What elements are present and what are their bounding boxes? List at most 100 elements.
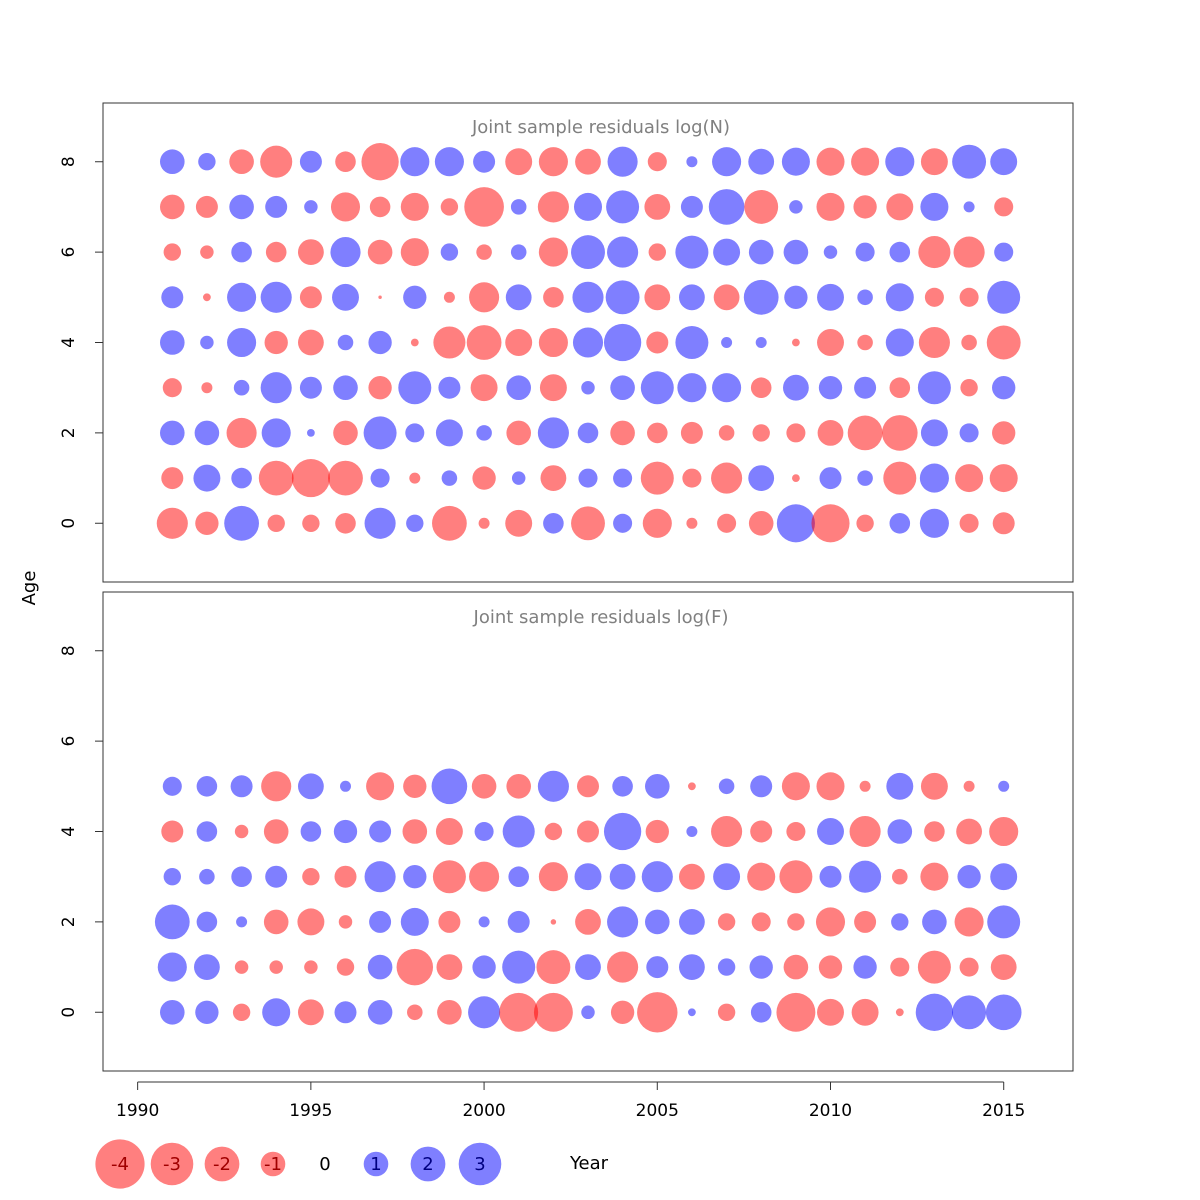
bubble-age8-year2013 xyxy=(920,148,948,176)
bubble-age8-year2010 xyxy=(816,147,845,176)
bubble-age1-year1999 xyxy=(441,470,458,486)
bubble-age2-year1991 xyxy=(160,420,185,446)
bubble-age5-year2004 xyxy=(612,776,633,797)
bubble-age8-year2000 xyxy=(473,150,496,173)
panel-title: Joint sample residuals log(N) xyxy=(471,117,730,138)
bubble-age3-year2004 xyxy=(609,863,636,890)
bubble-age1-year2010 xyxy=(819,467,842,490)
bubble-age3-year1991 xyxy=(163,868,181,886)
bubble-age7-year1992 xyxy=(195,195,218,218)
bubble-age7-year2005 xyxy=(644,194,671,220)
bubble-age2-year2001 xyxy=(507,910,530,933)
bubble-age3-year2000 xyxy=(470,374,498,402)
bubble-age6-year2001 xyxy=(510,244,527,260)
bubble-age4-year1992 xyxy=(200,335,214,350)
bubble-age1-year2004 xyxy=(613,468,633,488)
bubble-age4-year2003 xyxy=(577,820,599,843)
legend-bubble xyxy=(204,1146,240,1182)
bubble-age8-year2008 xyxy=(748,148,775,175)
bubble-age3-year1997 xyxy=(368,376,392,400)
bubble-age4-year2008 xyxy=(750,820,773,843)
bubble-age0-year2004 xyxy=(610,1000,635,1024)
bubble-age3-year2014 xyxy=(960,379,978,397)
bubble-age5-year2006 xyxy=(679,284,705,311)
bubble-age3-year1993 xyxy=(231,866,252,887)
legend: -4 -3 -2 -1 0 1 2 3 xyxy=(95,1139,502,1189)
bubble-age5-year1993 xyxy=(227,282,257,312)
x-tick-label: 2015 xyxy=(982,1101,1025,1121)
bubble-age4-year2006 xyxy=(675,326,709,359)
bubble-age2-year1994 xyxy=(263,909,289,935)
bubble-age3-year1998 xyxy=(403,865,427,889)
bubble-age4-year2010 xyxy=(817,818,844,845)
bubble-age5-year1997 xyxy=(366,772,395,801)
bubble-age8-year1996 xyxy=(335,151,356,172)
legend-label: -1 xyxy=(264,1154,282,1175)
bubble-age1-year2012 xyxy=(883,461,917,495)
bubble-age5-year1991 xyxy=(162,776,182,796)
bubble-age2-year2008 xyxy=(751,912,771,932)
bubble-age3-year2000 xyxy=(469,861,500,892)
bubble-age7-year2013 xyxy=(920,192,949,221)
bubble-age5-year1996 xyxy=(340,780,351,792)
bubble-age0-year2014 xyxy=(952,995,987,1030)
bubble-age2-year2001 xyxy=(506,420,531,446)
bubble-age8-year2001 xyxy=(505,148,533,176)
bubble-age0-year2010 xyxy=(817,998,844,1026)
bubble-age0-year1992 xyxy=(195,511,219,535)
legend-bubble xyxy=(260,1151,286,1177)
bubble-age1-year1991 xyxy=(157,952,187,982)
y-tick-label: 2 xyxy=(59,427,79,438)
bubble-age8-year1999 xyxy=(434,147,464,177)
bubble-age4-year1991 xyxy=(161,820,184,843)
bubble-age0-year2008 xyxy=(748,511,774,536)
bubble-age5-year1996 xyxy=(332,283,359,311)
bubble-age2-year1996 xyxy=(333,420,358,446)
bubble-age4-year1995 xyxy=(298,329,324,356)
bubble-age2-year2010 xyxy=(815,907,846,937)
bubble-age4-year2002 xyxy=(538,327,568,358)
bubble-age5-year2007 xyxy=(718,778,735,795)
bubble-age3-year1995 xyxy=(302,868,320,886)
y-axis: 0 2 4 6 8 xyxy=(59,645,103,1018)
bubble-age5-year2008 xyxy=(743,279,779,315)
bubble-age2-year1997 xyxy=(363,416,397,450)
y-tick-label: 0 xyxy=(59,518,79,529)
bubble-age3-year2014 xyxy=(957,865,981,889)
bubble-age8-year2002 xyxy=(538,147,568,177)
bubble-age2-year1994 xyxy=(261,418,291,448)
bubble-age2-year1999 xyxy=(438,910,461,933)
bubble-age4-year2004 xyxy=(603,812,642,851)
y-axis: 0 2 4 6 8 xyxy=(59,156,103,529)
bubble-age5-year1999 xyxy=(443,291,455,303)
bubble-age2-year2013 xyxy=(920,419,948,447)
bubble-age5-year2006 xyxy=(688,782,696,791)
bubble-group xyxy=(154,768,1022,1033)
bubble-age5-year2001 xyxy=(505,284,532,311)
bubble-age0-year1999 xyxy=(432,505,467,541)
bubble-age2-year2004 xyxy=(610,420,635,446)
bubble-age1-year2000 xyxy=(472,466,496,490)
bubble-age0-year2011 xyxy=(856,514,874,532)
bubble-age1-year2000 xyxy=(472,955,496,979)
bubble-age5-year2002 xyxy=(537,770,569,802)
bubble-age1-year2015 xyxy=(990,954,1017,980)
bubble-age2-year2010 xyxy=(817,420,844,446)
bubble-age6-year2000 xyxy=(476,244,492,260)
x-tick-label: 2005 xyxy=(636,1101,679,1121)
bubble-age7-year2001 xyxy=(510,199,527,215)
bubble-age8-year1997 xyxy=(361,143,399,181)
bubble-age4-year2012 xyxy=(887,819,913,844)
x-tick-label: 2010 xyxy=(809,1101,852,1121)
legend-bubble xyxy=(150,1142,194,1186)
y-tick-label: 4 xyxy=(59,826,79,837)
bubble-age7-year1995 xyxy=(304,200,318,214)
bubble-age2-year1993 xyxy=(226,417,257,448)
bubble-age4-year1991 xyxy=(160,330,185,355)
bubble-age3-year2005 xyxy=(641,861,673,893)
bubble-age6-year2007 xyxy=(713,238,741,266)
bubble-age1-year2003 xyxy=(578,468,598,488)
bubble-age1-year2006 xyxy=(679,954,705,980)
bubble-age4-year2014 xyxy=(956,818,982,845)
bubble-age7-year2004 xyxy=(606,190,640,224)
